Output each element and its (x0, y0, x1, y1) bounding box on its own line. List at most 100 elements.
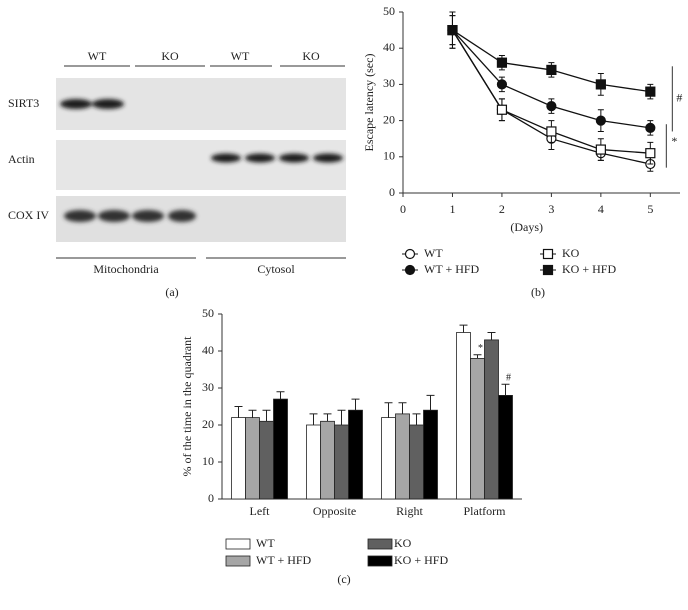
marker (546, 64, 557, 76)
row-label: Actin (8, 152, 35, 166)
y-tick-label: 0 (389, 185, 395, 199)
legend-label: WT (424, 246, 443, 260)
error-bar (487, 332, 496, 340)
bar (484, 339, 499, 500)
annotation: # (676, 91, 682, 105)
x-tick-label: Opposite (313, 504, 356, 518)
y-tick-label: 10 (383, 149, 395, 163)
error-bar (473, 354, 482, 359)
x-tick-label: Platform (464, 504, 507, 518)
marker (645, 148, 656, 159)
bar (231, 417, 246, 500)
error-bar (262, 409, 271, 422)
y-tick-label: 50 (383, 4, 395, 18)
panel-label: (a) (165, 285, 178, 299)
legend-swatch (367, 538, 393, 550)
error-bar (459, 324, 468, 333)
x-tick-label: 1 (449, 202, 455, 216)
error-bar (501, 383, 510, 396)
legend-label: WT + HFD (424, 262, 480, 276)
marker (496, 79, 508, 90)
bar (423, 409, 438, 500)
bar (245, 417, 260, 500)
bar (306, 424, 321, 500)
error-bar (398, 402, 407, 414)
y-tick-label: 0 (208, 491, 214, 505)
x-tick-label: 0 (400, 202, 406, 216)
x-tick-label: 3 (548, 202, 554, 216)
bar (470, 357, 485, 500)
error-bar (234, 406, 243, 418)
error-bar (309, 413, 318, 425)
legend-label: KO (562, 246, 580, 260)
error-bar (337, 409, 346, 425)
panel-label: (c) (337, 572, 350, 586)
annotation: # (506, 373, 511, 384)
fraction-label: Mitochondria (93, 262, 159, 276)
legend-label: KO + HFD (394, 553, 448, 567)
lane-label: KO (161, 49, 179, 63)
marker (595, 115, 606, 126)
blot: WT KO WT KO SIRT3 Actin COX IV Mitochond… (8, 49, 346, 299)
y-tick-label: 30 (202, 380, 214, 394)
y-axis-label: % of the time in the quadrant (180, 336, 194, 477)
legend-marker (404, 248, 416, 260)
marker (546, 101, 557, 112)
x-tick-label: 5 (647, 202, 653, 216)
bar (334, 424, 349, 500)
y-axis-label: Escape latency (sec) (362, 54, 376, 152)
bands (60, 99, 343, 222)
error-bar (412, 413, 421, 425)
lane-label: WT (231, 49, 250, 63)
marker (447, 25, 458, 36)
bar (381, 417, 396, 500)
marker (595, 79, 606, 90)
x-tick-label: Left (250, 504, 271, 518)
marker (645, 122, 656, 133)
series-line (452, 29, 651, 93)
bar (273, 398, 288, 500)
x-tick-label: Right (396, 504, 423, 518)
blot-strip (56, 196, 346, 242)
error-bar (248, 409, 257, 418)
legend-swatch (225, 555, 251, 567)
blot-strip (56, 140, 346, 190)
legend-marker (404, 264, 416, 276)
legend-label: WT (256, 536, 275, 550)
lane-label: KO (302, 49, 320, 63)
row-label: SIRT3 (8, 96, 39, 110)
y-tick-label: 20 (202, 417, 214, 431)
marker (496, 57, 508, 68)
legend-swatch (225, 538, 251, 550)
annotation: * (671, 134, 677, 148)
error-bar (276, 391, 285, 400)
x-tick-label: 2 (499, 202, 505, 216)
legend-label: WT + HFD (256, 553, 312, 567)
bar (320, 420, 335, 500)
lane-label: WT (88, 49, 107, 63)
marker (645, 86, 656, 97)
bar (395, 413, 410, 500)
y-tick-label: 50 (202, 306, 214, 320)
y-tick-label: 40 (383, 40, 395, 54)
x-axis-label: (Days) (510, 220, 543, 234)
panel-label: (b) (531, 285, 545, 299)
bar (409, 424, 424, 500)
x-tick-label: 4 (598, 202, 604, 216)
legend-marker (542, 264, 554, 276)
marker (595, 144, 606, 155)
marker (496, 104, 508, 115)
error-bar (426, 394, 435, 411)
row-label: COX IV (8, 208, 49, 222)
y-tick-label: 10 (202, 454, 214, 468)
y-tick-label: 20 (383, 112, 395, 126)
y-tick-label: 30 (383, 76, 395, 90)
legend-label: KO (394, 536, 412, 550)
annotation: * (478, 343, 483, 354)
y-tick-label: 40 (202, 343, 214, 357)
error-bar (323, 413, 332, 422)
bar (348, 409, 363, 500)
error-bar (351, 398, 360, 411)
